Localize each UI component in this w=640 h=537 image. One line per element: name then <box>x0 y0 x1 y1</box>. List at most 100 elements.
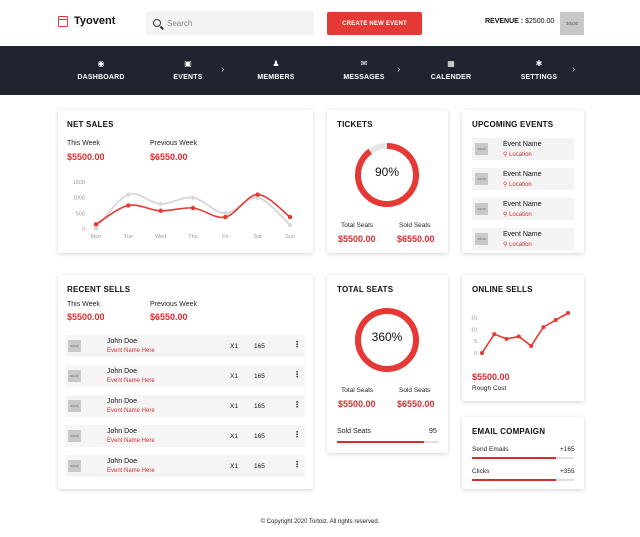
prev-week-value: $6550.00 <box>150 152 188 162</box>
event-thumbnail: 30x30 <box>475 143 488 155</box>
data-point <box>504 336 509 341</box>
calendar-logo-icon <box>58 15 68 27</box>
data-point <box>480 351 484 355</box>
tickets-percent: 90% <box>374 165 400 179</box>
users-icon: ♟ <box>272 59 280 68</box>
event-location: ⚲ Location <box>503 211 532 218</box>
event-name: Event Name Here <box>107 348 155 354</box>
total-seats-value: $5500.00 <box>338 399 376 409</box>
sell-row[interactable]: 30x30 John Doe Event Name Here X1 165 ⋮ <box>65 395 305 417</box>
chevron-right-icon[interactable]: › <box>397 64 401 75</box>
data-point <box>223 214 228 220</box>
avatar[interactable]: 30x30 <box>560 12 584 35</box>
x-tick-label: Mon <box>91 234 102 240</box>
nav-dashboard[interactable]: ◉ DASHBOARD <box>56 46 146 95</box>
more-options-icon[interactable]: ⋮ <box>293 370 301 379</box>
nav-settings[interactable]: ✱ SETTINGS <box>494 46 584 95</box>
more-options-icon[interactable]: ⋮ <box>293 340 301 349</box>
buyer-thumbnail: 30x30 <box>68 430 81 442</box>
gear-icon: ✱ <box>535 59 543 68</box>
nav-calender[interactable]: ▦ CALENDER <box>406 46 496 95</box>
event-name: Event Name Here <box>107 468 155 474</box>
search-box[interactable] <box>146 11 314 35</box>
upcoming-event-item[interactable]: 30x30 Event Name ⚲ Location <box>472 168 574 190</box>
event-name: Event Name <box>503 171 542 178</box>
nav-members[interactable]: ♟ MEMBERS <box>231 46 321 95</box>
nav-events[interactable]: ▣ EVENTS <box>143 46 233 95</box>
upcoming-event-item[interactable]: 30x30 Event Name ⚲ Location <box>472 198 574 220</box>
logo[interactable]: Tyovent <box>58 15 115 27</box>
more-options-icon[interactable]: ⋮ <box>293 400 301 409</box>
sell-row[interactable]: 30x30 John Doe Event Name Here X1 165 ⋮ <box>65 335 305 357</box>
data-point <box>93 226 99 231</box>
clicks-fill <box>472 479 556 481</box>
y-tick-label: 10 <box>471 327 477 333</box>
search-icon <box>153 19 161 27</box>
sold-seats-label: Sold Seats <box>399 222 431 229</box>
ring-progress <box>355 143 419 207</box>
data-point <box>287 214 293 220</box>
data-point <box>190 205 196 211</box>
card-title: TOTAL SEATS <box>337 285 394 294</box>
upcoming-event-item[interactable]: 30x30 Event Name ⚲ Location <box>472 138 574 160</box>
card-title: ONLINE SELLS <box>472 285 533 294</box>
sold-seats-value: $6550.00 <box>397 399 435 409</box>
tickets-progress-ring <box>355 143 419 207</box>
total-seats-value: $5500.00 <box>338 234 376 244</box>
card-title: EMAIL COMPAIGN <box>472 427 546 436</box>
event-location: ⚲ Location <box>503 181 532 188</box>
more-options-icon[interactable]: ⋮ <box>293 460 301 469</box>
sell-row[interactable]: 30x30 John Doe Event Name Here X1 165 ⋮ <box>65 365 305 387</box>
revenue-display: REVENUE : $2500.00 <box>485 18 554 25</box>
chevron-right-icon[interactable]: › <box>221 64 225 75</box>
x-tick-label: Wed <box>155 234 166 240</box>
event-thumbnail: 30x30 <box>475 173 488 185</box>
app-name: Tyovent <box>74 15 116 27</box>
clicks-label: Clicks <box>472 468 490 475</box>
revenue-value: $2500.00 <box>525 18 555 25</box>
event-name: Event Name <box>503 141 542 148</box>
create-new-event-button[interactable]: CREATE NEW EVENT <box>327 12 422 35</box>
nav-messages[interactable]: ✉ MESSAGES <box>319 46 409 95</box>
event-thumbnail: 30x30 <box>475 233 488 245</box>
data-point <box>126 192 131 197</box>
online-sells-value: $5500.00 <box>472 372 510 382</box>
this-week-label: This Week <box>67 140 100 147</box>
event-name: Event Name Here <box>107 378 155 384</box>
this-week-value: $5500.00 <box>67 152 105 162</box>
more-options-icon[interactable]: ⋮ <box>293 430 301 439</box>
ticket-quantity: X1 <box>230 463 238 470</box>
map-pin-icon: ⚲ <box>503 212 508 218</box>
buyer-name: John Doe <box>107 398 137 405</box>
y-tick-label: 500 <box>76 211 85 217</box>
nav-label: MEMBERS <box>257 74 295 81</box>
card-title: NET SALES <box>67 120 114 129</box>
data-point <box>529 343 534 348</box>
upcoming-event-item[interactable]: 30x30 Event Name ⚲ Location <box>472 228 574 250</box>
buyer-name: John Doe <box>107 428 137 435</box>
sell-row[interactable]: 30x30 John Doe Event Name Here X1 165 ⋮ <box>65 425 305 447</box>
search-input[interactable] <box>167 18 307 28</box>
sold-seats-progress-value: 95 <box>429 428 437 435</box>
event-name: Event Name Here <box>107 438 155 444</box>
event-location: ⚲ Location <box>503 151 532 158</box>
data-point <box>492 332 497 337</box>
ticket-count: 165 <box>254 463 265 470</box>
ticket-count: 165 <box>254 373 265 380</box>
buyer-name: John Doe <box>107 338 137 345</box>
series-line <box>481 312 569 354</box>
prev-week-label: Previous Week <box>150 301 197 308</box>
buyer-thumbnail: 30x30 <box>68 340 81 352</box>
card-title: TICKETS <box>337 120 373 129</box>
sell-row[interactable]: 30x30 John Doe Event Name Here X1 165 ⋮ <box>65 455 305 477</box>
send-emails-label: Send Emails <box>472 446 509 453</box>
data-point <box>158 208 163 214</box>
y-tick-label: 1000 <box>73 196 85 202</box>
data-point <box>541 325 546 330</box>
upcoming-events-card: UPCOMING EVENTS 30x30 Event Name ⚲ Locat… <box>462 110 584 253</box>
card-title: UPCOMING EVENTS <box>472 120 554 129</box>
chevron-right-icon[interactable]: › <box>572 64 576 75</box>
send-emails-value: +165 <box>560 446 575 453</box>
sold-seats-progress-fill <box>337 441 424 443</box>
online-sells-card: ONLINE SELLS 0 5 10 15 $5500.00 Rough Cost <box>462 275 584 401</box>
